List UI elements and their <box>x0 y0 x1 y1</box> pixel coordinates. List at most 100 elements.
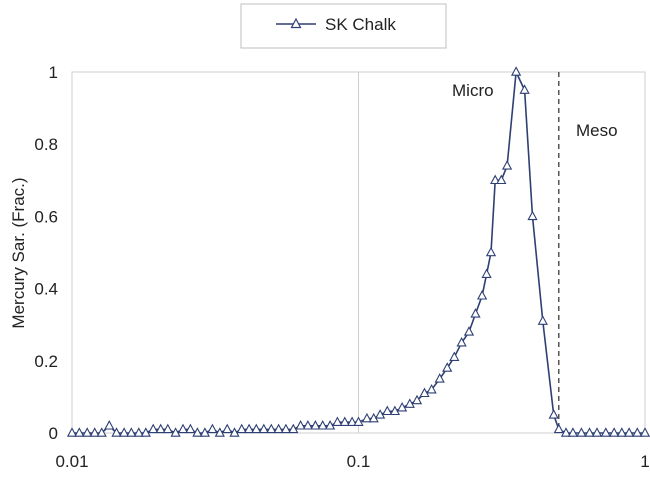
data-point-triangle <box>442 362 453 372</box>
data-point-triangle <box>111 427 122 437</box>
series-layer <box>66 66 650 437</box>
data-point-triangle <box>476 290 488 300</box>
data-point-triangle <box>396 401 408 412</box>
data-point-triangle <box>632 427 643 437</box>
x-axis-ticks: 0.01 0.1 1 <box>55 452 649 471</box>
data-point-triangle <box>155 423 166 434</box>
data-point-triangle <box>192 427 203 437</box>
legend-marker-triangle-icon <box>290 17 302 29</box>
data-point-triangle <box>82 427 93 437</box>
data-point-triangle <box>214 427 225 437</box>
data-point-triangle <box>434 373 445 383</box>
legend: SK Chalk <box>240 3 447 49</box>
data-point-triangle <box>591 427 603 437</box>
data-point-triangle <box>404 398 415 408</box>
y-tick-label: 0.2 <box>34 352 58 371</box>
data-point-triangle <box>374 409 386 419</box>
data-point-triangle <box>207 423 218 434</box>
data-point-triangle <box>148 423 159 434</box>
data-point-triangle <box>104 420 115 430</box>
data-point-triangle <box>449 351 460 361</box>
data-point-triangle <box>332 416 343 426</box>
data-point-triangle <box>258 423 269 434</box>
data-point-triangle <box>288 423 299 434</box>
data-point-triangle <box>302 420 314 430</box>
data-point-triangle <box>527 210 538 221</box>
y-tick-label: 0.8 <box>34 135 58 154</box>
data-point-triangle <box>426 383 437 394</box>
data-point-triangle <box>185 423 196 434</box>
y-axis-label: Mercury Sar. (Frac.) <box>9 177 28 328</box>
data-point-triangle <box>266 423 277 434</box>
data-point-triangle <box>567 427 579 437</box>
data-point-triangle <box>251 423 262 434</box>
data-point-triangle <box>548 409 559 419</box>
data-point-triangle <box>419 387 430 398</box>
legend-box <box>240 3 447 49</box>
data-point-triangle <box>222 423 233 434</box>
data-point-triangle <box>456 336 467 347</box>
data-point-triangle <box>639 427 650 437</box>
data-point-triangle <box>170 427 181 437</box>
data-point-triangle <box>485 246 497 257</box>
data-point-triangle <box>361 412 373 423</box>
data-point-triangle <box>317 420 328 430</box>
data-point-triangle <box>346 416 358 426</box>
data-point-triangle <box>537 315 548 325</box>
data-point-triangle <box>510 66 522 76</box>
data-point-triangle <box>463 326 475 336</box>
data-point-triangle <box>66 427 78 437</box>
data-point-triangle <box>553 423 564 434</box>
data-point-triangle <box>576 427 587 437</box>
data-point-triangle <box>280 423 292 434</box>
x-tick-label: 0.1 <box>347 452 371 471</box>
data-point-triangle <box>339 416 350 426</box>
y-tick-label: 0.4 <box>34 280 58 299</box>
data-point-triangle <box>199 427 211 437</box>
y-axis-ticks: 0 0.2 0.4 0.6 0.8 1 <box>34 63 58 443</box>
data-point-triangle <box>623 427 635 437</box>
data-point-triangle <box>501 160 513 170</box>
annotation-meso: Meso <box>576 121 618 140</box>
data-point-triangle <box>519 84 530 94</box>
data-point-triangle <box>496 174 507 185</box>
data-point-triangle <box>243 423 255 434</box>
annotation-micro: Micro <box>452 81 494 100</box>
data-point-triangle <box>389 405 401 416</box>
data-point-triangle <box>118 427 130 437</box>
data-point-triangle <box>608 427 620 437</box>
grid <box>71 71 646 434</box>
data-point-triangle <box>310 420 321 430</box>
data-point-triangle <box>470 308 481 318</box>
legend-series-label: SK Chalk <box>325 15 396 34</box>
data-point-triangle <box>273 423 284 434</box>
data-point-triangle <box>229 427 240 437</box>
data-point-triangle <box>74 427 85 437</box>
x-tick-label: 1 <box>640 452 649 471</box>
data-point-triangle <box>177 423 189 434</box>
y-tick-label: 1 <box>49 63 58 82</box>
data-point-triangle <box>600 427 611 437</box>
data-point-triangle <box>89 427 100 437</box>
data-point-triangle <box>324 420 336 430</box>
data-point-triangle <box>490 174 501 185</box>
data-point-triangle <box>382 405 393 416</box>
data-point-triangle <box>96 427 107 437</box>
data-point-triangle <box>584 427 595 437</box>
data-point-triangle <box>616 427 627 437</box>
data-point-triangle <box>140 427 151 437</box>
data-point-triangle <box>411 394 423 405</box>
data-point-triangle <box>481 268 492 278</box>
data-point-triangle <box>560 427 572 437</box>
data-point-triangle <box>236 423 247 434</box>
y-tick-label: 0 <box>49 424 58 443</box>
data-point-triangle <box>162 423 173 434</box>
data-point-triangle <box>353 416 364 426</box>
data-point-triangle <box>295 420 306 430</box>
data-point-triangle <box>133 427 144 437</box>
data-point-triangle <box>126 427 137 437</box>
y-tick-label: 0.6 <box>34 207 58 226</box>
x-tick-label: 0.01 <box>55 452 88 471</box>
